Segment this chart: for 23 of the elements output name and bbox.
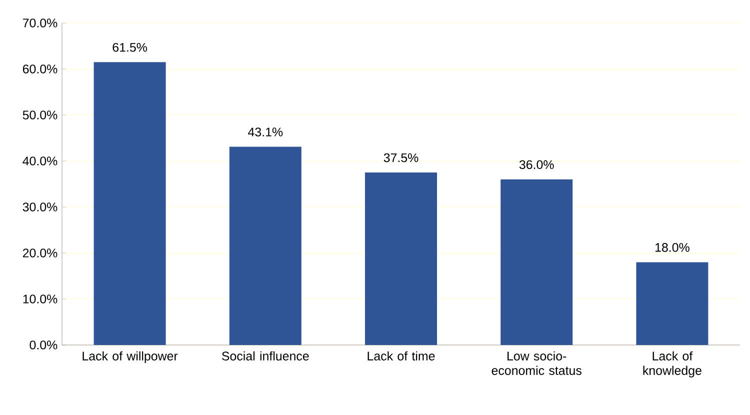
y-tick-label: 20.0% (22, 248, 58, 258)
y-tick-label: 40.0% (22, 156, 58, 166)
data-label: 18.0% (656, 243, 690, 252)
bar (94, 62, 166, 345)
y-tick-label: 50.0% (22, 110, 58, 120)
x-tick-label: Lack of time (368, 351, 435, 360)
y-tick-label: 60.0% (22, 64, 58, 74)
data-label: 61.5% (112, 42, 148, 52)
y-tick-label: 70.0% (22, 18, 58, 28)
data-label: 36.0% (519, 160, 554, 170)
data-label: 37.5% (384, 153, 418, 162)
y-tick-label: 10.0% (23, 294, 58, 304)
y-tick-label: 30.0% (22, 202, 58, 212)
x-tick-label: Lack of willpower (82, 351, 178, 363)
data-label: 43.1% (248, 128, 283, 136)
bar (636, 262, 708, 345)
y-tick-label: 0.0% (30, 340, 58, 350)
bar (365, 172, 438, 345)
x-tick-label: Lack of knowledge (643, 351, 702, 378)
bar (500, 179, 573, 345)
bar (229, 146, 302, 345)
x-tick-label: Social influence (222, 351, 309, 360)
x-tick-label: Low socio-economic status (492, 351, 582, 375)
